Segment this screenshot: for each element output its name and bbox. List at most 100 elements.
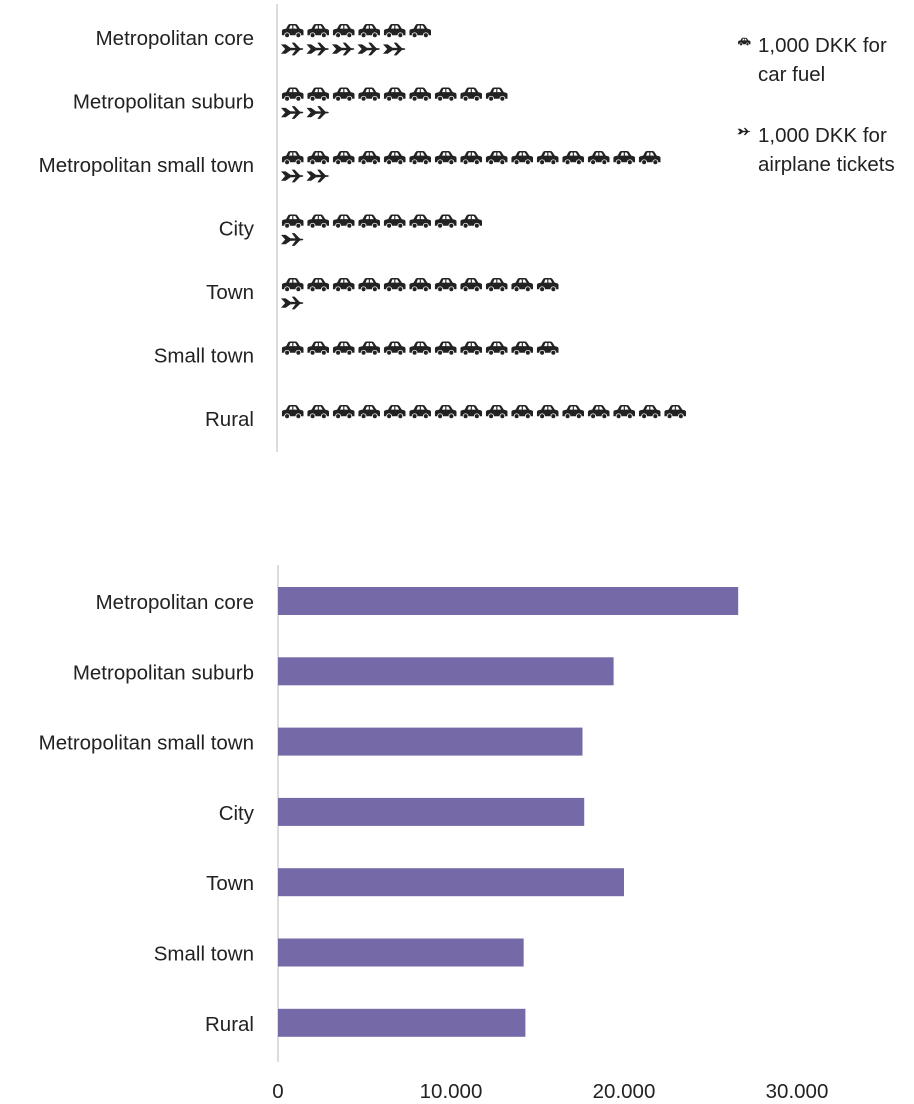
airplane-icon: [306, 169, 329, 183]
icon-row-1-000-dkk-for-car-fuel-metropolitan-suburb: [281, 87, 508, 102]
x-tick-label: 0: [272, 1080, 283, 1103]
car-icon: [281, 150, 304, 165]
airplane-icon: [306, 42, 329, 56]
car-icon: [307, 23, 330, 38]
car-icon: [307, 87, 330, 102]
legend-car-icon: [737, 37, 751, 46]
x-tick-label: 10.000: [420, 1080, 483, 1103]
airplane-icon: [281, 169, 304, 183]
car-icon: [664, 150, 675, 165]
x-tick-label: 20.000: [593, 1080, 656, 1103]
x-tick-label: 30.000: [766, 1080, 829, 1103]
icon-row-1-000-dkk-for-airplane-tickets-metropolitan-small-town: [281, 169, 351, 183]
car-icon: [307, 150, 330, 165]
airplane-icon: [408, 42, 425, 56]
car-icon: [307, 214, 330, 229]
car-icon: [562, 277, 578, 292]
legend-label-line2: car fuel: [758, 63, 825, 86]
car-icon: [485, 150, 508, 165]
bar-city: [278, 797, 585, 826]
category-label-small-town: Small town: [154, 943, 254, 966]
icon-row-1-000-dkk-for-airplane-tickets-town: [281, 296, 321, 310]
car-icon: [485, 404, 508, 419]
airplane-icon: [306, 106, 329, 119]
car-icon: [613, 404, 636, 419]
car-icon: [460, 87, 483, 102]
car-icon: [460, 404, 483, 419]
car-icon: [511, 404, 534, 419]
car-icon: [332, 87, 355, 102]
car-icon: [409, 277, 432, 292]
car-icon: [536, 150, 559, 165]
car-icon: [562, 150, 585, 165]
airplane-icon: [281, 233, 304, 246]
icon-row-1-000-dkk-for-car-fuel-rural: [281, 404, 703, 419]
car-icon: [434, 87, 457, 102]
category-label-metropolitan-core: Metropolitan core: [96, 27, 254, 50]
icon-row-1-000-dkk-for-airplane-tickets-rural: [281, 423, 300, 437]
car-icon: [638, 404, 661, 419]
car-icon: [460, 214, 483, 229]
airplane-icon: [281, 42, 304, 56]
car-icon: [434, 214, 457, 229]
car-icon: [383, 277, 406, 292]
airplane-icon: [383, 42, 406, 56]
icon-row-1-000-dkk-for-airplane-tickets-metropolitan-core: [281, 42, 425, 56]
car-icon: [460, 150, 483, 165]
category-label-metropolitan-small-town: Metropolitan small town: [39, 732, 254, 755]
car-icon: [383, 404, 406, 419]
airplane-icon: [332, 106, 339, 119]
car-icon: [485, 277, 508, 292]
category-label-rural: Rural: [205, 1013, 254, 1036]
icon-row-1-000-dkk-for-car-fuel-city: [281, 214, 494, 229]
legend-label-line2: airplane tickets: [758, 153, 895, 176]
car-icon: [409, 404, 432, 419]
car-icon: [587, 150, 610, 165]
airplane-icon: [357, 42, 380, 56]
car-icon: [434, 277, 457, 292]
car-icon: [511, 150, 534, 165]
car-icon: [281, 277, 304, 292]
car-icon: [511, 277, 534, 292]
bar-small-town: [278, 938, 524, 967]
car-icon: [383, 23, 406, 38]
car-icon: [460, 341, 483, 356]
car-icon: [383, 341, 406, 356]
airplane-icon: [281, 106, 304, 119]
car-icon: [358, 277, 381, 292]
airplane-icon: [281, 296, 304, 310]
category-label-metropolitan-small-town: Metropolitan small town: [39, 154, 254, 177]
bar-chart: Metropolitan core Metropolitan suburb Metr…: [39, 565, 829, 1103]
car-icon: [307, 341, 330, 356]
car-icon: [358, 214, 381, 229]
car-icon: [689, 404, 703, 419]
icon-row-1-000-dkk-for-airplane-tickets-city: [281, 233, 323, 246]
car-icon: [434, 404, 457, 419]
car-icon: [332, 214, 355, 229]
legend-label-line1: 1,000 DKK for: [758, 124, 887, 147]
category-label-city: City: [219, 218, 255, 241]
car-icon: [332, 404, 355, 419]
car-icon: [409, 214, 432, 229]
airplane-icon: [332, 169, 351, 183]
car-icon: [358, 404, 381, 419]
car-icon: [434, 23, 441, 38]
category-label-small-town: Small town: [154, 345, 254, 368]
car-icon: [307, 404, 330, 419]
airplane-icon: [281, 423, 300, 437]
icon-row-1-000-dkk-for-car-fuel-metropolitan-core: [281, 23, 441, 38]
icon-row-1-000-dkk-for-car-fuel-small-town: [281, 341, 581, 356]
car-icon: [485, 87, 508, 102]
icon-row-1-000-dkk-for-airplane-tickets-metropolitan-suburb: [281, 106, 339, 119]
category-label-metropolitan-core: Metropolitan core: [96, 591, 254, 614]
category-label-town: Town: [206, 872, 254, 895]
airplane-icon: [281, 360, 300, 373]
pictograph-chart: Metropolitan core Metropolitan suburb Metr…: [39, 4, 895, 452]
car-icon: [358, 23, 381, 38]
car-icon: [358, 341, 381, 356]
car-icon: [332, 277, 355, 292]
car-icon: [332, 23, 355, 38]
car-icon: [562, 341, 581, 356]
airplane-icon: [306, 233, 323, 246]
category-label-city: City: [219, 802, 255, 825]
